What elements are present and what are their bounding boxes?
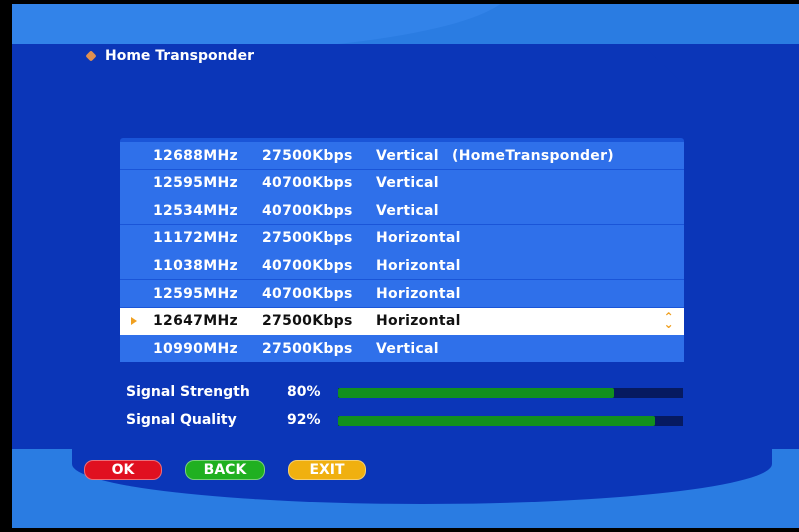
frequency: 12595MHz [153,285,238,302]
ok-button[interactable]: OK [84,460,162,480]
up-down-arrows-icon[interactable]: ⌃ ⌄ [663,310,674,332]
symbol-rate: 27500Kbps [262,313,353,330]
symbol-rate: 27500Kbps [262,340,353,357]
signal-quality-fill [338,416,656,426]
signal-strength-label: Signal Strength [126,384,250,400]
title-text: Home Transponder [105,48,254,64]
transponder-row[interactable]: 11172MHz 27500Kbps Horizontal [120,224,684,252]
transponder-row[interactable]: 12647MHz 27500Kbps Horizontal ⌃ ⌄ [120,307,684,335]
selection-arrow-icon [131,317,137,326]
polarization: Vertical [376,202,439,219]
note: (HomeTransponder) [452,147,615,164]
polarization: Horizontal [376,257,461,274]
symbol-rate: 40700Kbps [262,257,353,274]
back-button[interactable]: BACK [185,460,265,480]
polarization: Vertical [376,175,439,192]
polarization: Vertical [376,147,439,164]
symbol-rate: 27500Kbps [262,230,353,247]
frequency: 12534MHz [153,202,238,219]
frequency: 12688MHz [153,147,238,164]
signal-quality-label: Signal Quality [126,412,237,428]
transponder-row[interactable]: 12595MHz 40700Kbps Horizontal [120,280,684,307]
polarization: Horizontal [376,285,461,302]
exit-button[interactable]: EXIT [288,460,366,480]
signal-quality-value: 92% [287,412,321,428]
symbol-rate: 40700Kbps [262,285,353,302]
transponder-row[interactable]: 12595MHz 40700Kbps Vertical [120,169,684,197]
symbol-rate: 40700Kbps [262,202,353,219]
frequency: 12647MHz [153,313,238,330]
bullet-icon [85,50,97,62]
symbol-rate: 40700Kbps [262,175,353,192]
signal-strength-bar [338,388,683,398]
polarization: Horizontal [376,313,461,330]
frequency: 11038MHz [153,257,238,274]
screen: Home Transponder 12688MHz 27500Kbps Vertic… [12,4,799,528]
transponder-row[interactable]: 12688MHz 27500Kbps Vertical (HomeTransponde… [120,142,684,169]
polarization: Horizontal [376,230,461,247]
frequency: 10990MHz [153,340,238,357]
transponder-row[interactable]: 11038MHz 40700Kbps Horizontal [120,252,684,280]
signal-strength-value: 80% [287,384,321,400]
decor [72,424,772,504]
transponder-list[interactable]: 12688MHz 27500Kbps Vertical (HomeTransponde… [120,138,684,363]
frequency: 12595MHz [153,175,238,192]
signal-quality-bar [338,416,683,426]
transponder-row[interactable]: 10990MHz 27500Kbps Vertical [120,335,684,363]
symbol-rate: 27500Kbps [262,147,353,164]
transponder-row[interactable]: 12534MHz 40700Kbps Vertical [120,197,684,225]
frequency: 11172MHz [153,230,238,247]
page-title: Home Transponder [85,48,254,64]
signal-strength-fill [338,388,614,398]
polarization: Vertical [376,340,439,357]
